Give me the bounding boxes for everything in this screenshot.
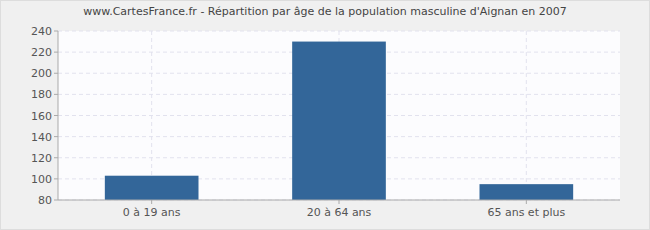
x-tick (339, 200, 340, 204)
y-tick (54, 200, 58, 201)
bars (105, 42, 573, 200)
y-tick-label: 120 (31, 152, 52, 165)
grid-line-x (151, 31, 152, 200)
x-tick-label: 0 à 19 ans (123, 206, 181, 219)
y-tick-label: 220 (31, 46, 52, 59)
y-tick-label: 100 (31, 173, 52, 186)
y-tick (54, 178, 58, 179)
bar (480, 184, 574, 200)
chart-svg: www.CartesFrance.fr - Répartition par âg… (0, 0, 650, 230)
y-tick (54, 73, 58, 74)
y-tick-label: 80 (38, 194, 52, 207)
x-axis (58, 200, 620, 201)
x-tick (151, 200, 152, 204)
y-tick (54, 157, 58, 158)
title: www.CartesFrance.fr - Répartition par âg… (83, 5, 567, 18)
y-tick (54, 136, 58, 137)
x-tick-label: 65 ans et plus (487, 206, 565, 219)
outer-border (1, 1, 650, 230)
y-tick (54, 94, 58, 95)
y-tick (54, 115, 58, 116)
y-tick-label: 240 (31, 25, 52, 38)
bar (105, 176, 199, 200)
y-axis (58, 31, 59, 200)
y-tick (54, 52, 58, 53)
grid-line-x (526, 31, 527, 200)
y-tick (54, 31, 58, 32)
y-tick-label: 140 (31, 131, 52, 144)
y-tick-label: 160 (31, 110, 52, 123)
y-tick-label: 180 (31, 88, 52, 101)
bar (292, 42, 386, 200)
x-tick-label: 20 à 64 ans (307, 206, 372, 219)
x-tick (526, 200, 527, 204)
grid-line (58, 200, 620, 201)
chart-container: www.CartesFrance.fr - Répartition par âg… (0, 0, 650, 230)
plot-area (58, 31, 620, 200)
background (0, 0, 650, 230)
y-tick-label: 200 (31, 67, 52, 80)
